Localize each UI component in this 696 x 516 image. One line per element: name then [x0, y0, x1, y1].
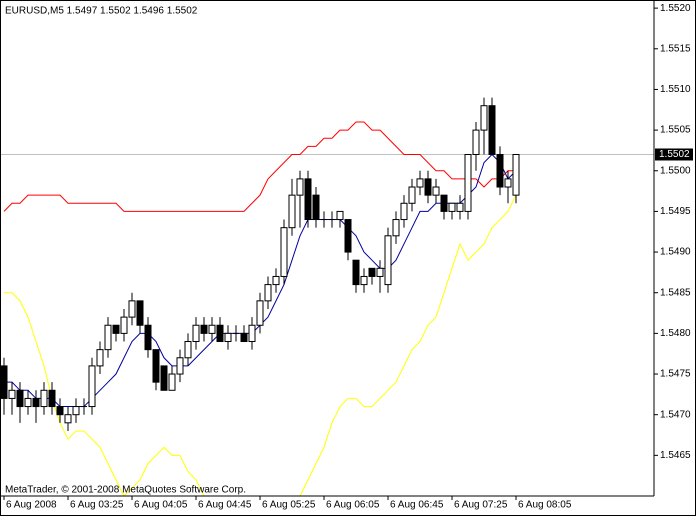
candle-body — [336, 210, 344, 221]
candle-body — [0, 365, 8, 399]
candle-body — [472, 129, 480, 155]
candle-body — [104, 324, 112, 351]
candle-body — [392, 219, 400, 237]
candle-body — [136, 300, 144, 326]
candle-body — [192, 324, 200, 343]
plot-area — [0, 97, 654, 496]
candle-body — [368, 267, 376, 277]
candle-body — [152, 349, 160, 383]
y-tick-label: 1.5495 — [660, 206, 691, 217]
candle-body — [448, 202, 456, 212]
x-tick-label: 6 Aug 03:25 — [70, 500, 124, 511]
candle-body — [440, 194, 448, 212]
candle-body — [112, 324, 120, 334]
candle-body — [184, 341, 192, 359]
candle-body — [408, 186, 416, 204]
candle-body — [120, 316, 128, 334]
candle-body — [256, 300, 264, 326]
candle-body — [432, 186, 440, 196]
x-tick-label: 6 Aug 08:05 — [518, 500, 572, 511]
candle-body — [352, 259, 360, 286]
candle-body — [88, 365, 96, 408]
candle-body — [144, 324, 152, 351]
x-tick-label: 6 Aug 05:25 — [262, 500, 316, 511]
candle-body — [280, 227, 288, 277]
y-tick-label: 1.5520 — [660, 3, 691, 14]
candle-body — [248, 324, 256, 343]
candle-body — [168, 373, 176, 391]
candle-body — [288, 194, 296, 229]
y-tick-label: 1.5505 — [660, 125, 691, 136]
candle-body — [344, 219, 352, 253]
candle-body — [224, 332, 232, 343]
candle-body — [24, 397, 32, 408]
x-tick-label: 6 Aug 04:45 — [198, 500, 252, 511]
y-tick-label: 1.5485 — [660, 287, 691, 298]
candle-body — [128, 300, 136, 318]
y-tick-label: 1.5510 — [660, 84, 691, 95]
candle-body — [384, 235, 392, 286]
y-tick-label: 1.5515 — [660, 43, 691, 54]
candle-body — [40, 389, 48, 408]
indicator-line — [3, 121, 516, 212]
candle-body — [32, 397, 40, 408]
indicator-line — [4, 194, 517, 496]
candle-body — [208, 324, 216, 334]
y-tick-label: 1.5480 — [660, 328, 691, 339]
candle-body — [296, 178, 304, 196]
candle-body — [480, 105, 488, 131]
candle-body — [56, 406, 64, 416]
y-tick-label: 1.5465 — [660, 450, 691, 461]
candle-body — [416, 178, 424, 188]
candle-body — [64, 414, 72, 424]
candle-body — [424, 178, 432, 196]
chart-title: EURUSD,M5 1.5497 1.5502 1.5496 1.5502 — [5, 6, 198, 17]
candle-body — [216, 324, 224, 343]
candle-body — [96, 349, 104, 367]
candle-body — [456, 202, 464, 212]
candle-body — [272, 275, 280, 286]
x-tick-label: 6 Aug 04:05 — [134, 500, 188, 511]
current-price-box — [655, 148, 693, 161]
candle-body — [264, 284, 272, 302]
candle-body — [360, 275, 368, 286]
current-price-label: 1.5502 — [659, 149, 690, 160]
candle-body — [200, 324, 208, 334]
y-tick-label: 1.5475 — [660, 369, 691, 380]
y-tick-label: 1.5490 — [660, 247, 691, 258]
candle-body — [496, 153, 504, 188]
candle-body — [304, 178, 312, 221]
x-tick-label: 6 Aug 06:05 — [326, 500, 380, 511]
candle-body — [512, 153, 520, 196]
candle-body — [488, 105, 496, 155]
x-tick-label: 6 Aug 2008 — [6, 500, 57, 511]
y-tick-label: 1.5470 — [660, 409, 691, 420]
y-tick-label: 1.5500 — [660, 165, 691, 176]
candle-body — [464, 153, 472, 212]
candle-body — [504, 178, 512, 188]
candle-body — [8, 389, 16, 399]
candle-body — [72, 406, 80, 416]
candle-body — [400, 202, 408, 221]
candle-body — [176, 357, 184, 375]
footer: MetaTrader, © 2001-2008 MetaQuotes Softw… — [5, 485, 246, 496]
candle-body — [160, 365, 168, 391]
candle-body — [312, 194, 320, 221]
candle-body — [16, 389, 24, 408]
candle-body — [376, 267, 384, 277]
candle-body — [240, 332, 248, 343]
x-tick-label: 6 Aug 06:45 — [390, 500, 444, 511]
x-tick-label: 6 Aug 07:25 — [454, 500, 508, 511]
candle-body — [48, 389, 56, 408]
